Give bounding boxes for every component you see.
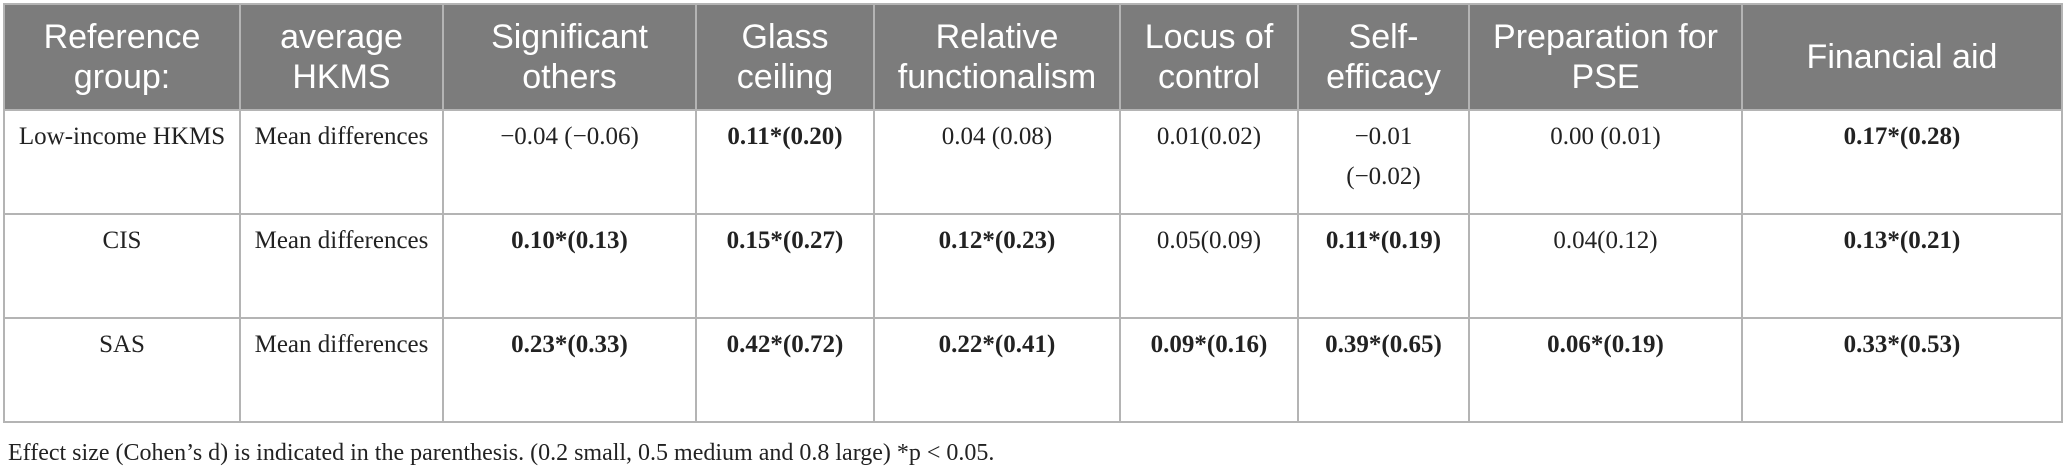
header-financial-aid: Financial aid xyxy=(1741,3,2063,111)
value-cell: 0.10*(0.13) xyxy=(442,213,697,319)
value-text: 0.39*(0.65) xyxy=(1325,331,1442,358)
value-text: 0.15*(0.27) xyxy=(726,227,844,254)
value-text: 0.11*(0.20) xyxy=(727,123,843,150)
row-group-cell: Low-income HKMS xyxy=(3,109,241,215)
value-text: 0.13*(0.21) xyxy=(1843,227,1961,254)
header-locus-of-control: Locus of control xyxy=(1119,3,1299,111)
header-glass-ceiling: Glass ceiling xyxy=(695,3,875,111)
row-group-cell: CIS xyxy=(3,213,241,319)
value-cell: 0.12*(0.23) xyxy=(873,213,1121,319)
value-cell: −0.01 (−0.02) xyxy=(1297,109,1470,215)
table-footnote: Effect size (Cohen’s d) is indicated in … xyxy=(8,440,995,466)
header-self-efficacy: Self-efficacy xyxy=(1297,3,1470,111)
value-text: 0.04(0.12) xyxy=(1553,227,1658,254)
value-cell: 0.11*(0.20) xyxy=(695,109,875,215)
value-text: 0.12*(0.23) xyxy=(938,227,1056,254)
row-group-label: SAS xyxy=(99,331,145,358)
value-cell: 0.04 (0.08) xyxy=(873,109,1121,215)
value-cell: 0.06*(0.19) xyxy=(1468,317,1743,423)
row-measure-label: Mean differences xyxy=(254,123,429,150)
value-text: 0.09*(0.16) xyxy=(1150,331,1268,358)
header-row: Reference group: average HKMS Significan… xyxy=(3,3,2063,111)
value-cell: 0.22*(0.41) xyxy=(873,317,1121,423)
value-cell: 0.33*(0.53) xyxy=(1741,317,2063,423)
value-cell: 0.04(0.12) xyxy=(1468,213,1743,319)
header-average-hkms: average HKMS xyxy=(239,3,444,111)
value-text: 0.11*(0.19) xyxy=(1325,227,1442,254)
value-text: 0.22*(0.41) xyxy=(938,331,1056,358)
value-text: 0.33*(0.53) xyxy=(1843,331,1961,358)
value-text: 0.04 (0.08) xyxy=(941,123,1053,150)
value-cell: 0.39*(0.65) xyxy=(1297,317,1470,423)
table-row: CIS Mean differences 0.10*(0.13) 0.15*(0… xyxy=(3,213,2063,319)
value-text: 0.23*(0.33) xyxy=(511,331,628,358)
value-text: 0.42*(0.72) xyxy=(726,331,844,358)
row-group-label: Low-income HKMS xyxy=(18,123,226,150)
value-cell: −0.04 (−0.06) xyxy=(442,109,697,215)
row-group-cell: SAS xyxy=(3,317,241,423)
table-row: SAS Mean differences 0.23*(0.33) 0.42*(0… xyxy=(3,317,2063,423)
value-text: 0.05(0.09) xyxy=(1156,227,1262,254)
row-measure-cell: Mean differences xyxy=(239,213,444,319)
row-measure-cell: Mean differences xyxy=(239,317,444,423)
row-measure-label: Mean differences xyxy=(254,331,429,358)
value-text: 0.10*(0.13) xyxy=(511,227,628,254)
table-row: Low-income HKMS Mean differences −0.04 (… xyxy=(3,109,2063,215)
value-cell: 0.23*(0.33) xyxy=(442,317,697,423)
value-cell: 0.05(0.09) xyxy=(1119,213,1299,319)
value-text: 0.06*(0.19) xyxy=(1547,331,1664,358)
header-significant-others: Significant others xyxy=(442,3,697,111)
value-cell: 0.09*(0.16) xyxy=(1119,317,1299,423)
value-text: 0.01(0.02) xyxy=(1156,123,1262,150)
value-cell: 0.01(0.02) xyxy=(1119,109,1299,215)
row-measure-label: Mean differences xyxy=(254,227,429,254)
value-text: 0.00 (0.01) xyxy=(1550,123,1661,150)
results-table: Reference group: average HKMS Significan… xyxy=(3,3,2063,423)
value-cell: 0.42*(0.72) xyxy=(695,317,875,423)
value-cell: 0.11*(0.19) xyxy=(1297,213,1470,319)
value-cell: 0.00 (0.01) xyxy=(1468,109,1743,215)
value-text: −0.04 (−0.06) xyxy=(500,123,639,150)
value-cell: 0.17*(0.28) xyxy=(1741,109,2063,215)
row-measure-cell: Mean differences xyxy=(239,109,444,215)
value-cell: 0.13*(0.21) xyxy=(1741,213,2063,319)
value-cell: 0.15*(0.27) xyxy=(695,213,875,319)
header-relative-functionalism: Relative functionalism xyxy=(873,3,1121,111)
header-reference-group: Reference group: xyxy=(3,3,241,111)
row-group-label: CIS xyxy=(102,227,142,254)
value-text: −0.01 (−0.02) xyxy=(1346,123,1421,190)
header-preparation-for-pse: Preparation for PSE xyxy=(1468,3,1743,111)
value-text: 0.17*(0.28) xyxy=(1843,123,1961,150)
